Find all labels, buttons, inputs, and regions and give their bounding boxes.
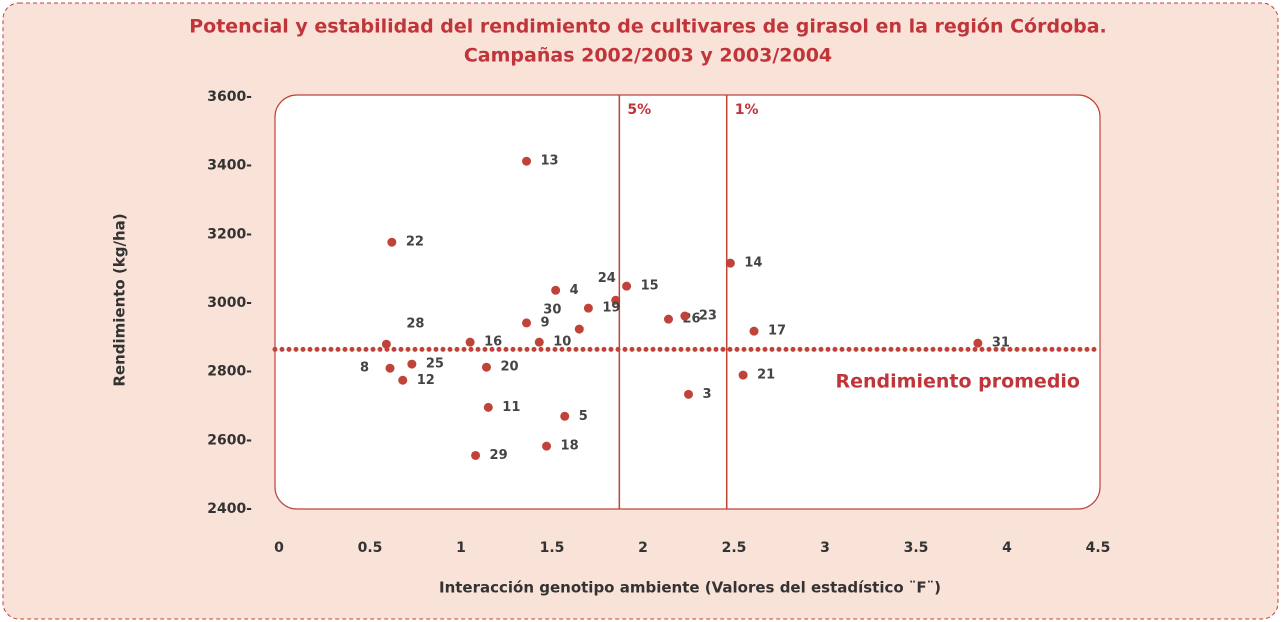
y-tick-label: 3200- <box>207 226 252 242</box>
point <box>680 311 690 321</box>
point <box>381 339 391 349</box>
point-label: 8 <box>360 361 369 376</box>
point-label: 28 <box>406 317 424 332</box>
point <box>483 402 493 412</box>
point-label: 14 <box>744 256 762 271</box>
point <box>471 450 481 460</box>
x-tick-label: 4 <box>1002 540 1012 556</box>
point-label: 31 <box>992 336 1010 351</box>
x-tick-label: 1.5 <box>540 540 565 556</box>
point <box>611 295 621 305</box>
x-tick-label: 1 <box>456 540 466 556</box>
point-label: 10 <box>553 335 571 350</box>
point <box>684 389 693 399</box>
mean-label: Rendimiento promedio <box>835 371 1080 393</box>
chart-subtitle: Campañas 2002/2003 y 2003/2004 <box>464 45 832 67</box>
point <box>574 324 584 334</box>
point <box>542 441 552 451</box>
point <box>385 363 395 373</box>
point <box>749 326 759 336</box>
x-axis-title: Interacción genotipo ambiente (Valores d… <box>439 579 941 597</box>
point-label: 13 <box>541 154 559 169</box>
point <box>738 370 748 380</box>
point <box>583 303 593 313</box>
point-label: 12 <box>417 373 435 388</box>
point-label: 18 <box>561 439 579 454</box>
point <box>725 258 735 268</box>
reference-label: 1% <box>735 102 759 118</box>
x-tick-label: 0.5 <box>358 540 383 556</box>
point-label: 25 <box>426 357 444 372</box>
x-tick-label: 4.5 <box>1086 540 1111 556</box>
point-label: 5 <box>579 409 588 424</box>
point-label: 30 <box>543 303 561 318</box>
y-tick-label: 3000- <box>207 295 252 311</box>
point <box>560 411 570 421</box>
x-tick-label: 3.5 <box>904 540 929 556</box>
y-axis-title: Rendimiento (kg/ha) <box>111 213 129 386</box>
reference-label: 5% <box>627 102 651 118</box>
y-tick-label: 3400- <box>207 158 252 174</box>
point-label: 20 <box>500 360 518 375</box>
point-label: 11 <box>502 400 520 415</box>
y-tick-label: 2400- <box>207 501 252 517</box>
point-label: 21 <box>757 368 775 383</box>
x-tick-label: 0 <box>274 540 284 556</box>
chart-title: Potencial y estabilidad del rendimiento … <box>189 16 1107 38</box>
x-tick-label: 3 <box>820 540 830 556</box>
point-label: 29 <box>490 448 508 463</box>
point <box>522 156 532 166</box>
point <box>973 338 983 348</box>
point-label: 23 <box>699 309 717 324</box>
point <box>663 314 673 324</box>
point <box>387 237 397 247</box>
y-tick-label: 3600- <box>207 89 252 105</box>
point <box>481 362 491 372</box>
point <box>622 281 632 291</box>
point <box>398 375 408 385</box>
point <box>534 337 544 347</box>
point <box>465 337 475 347</box>
point-label: 4 <box>570 283 579 298</box>
point-label: 17 <box>768 324 786 339</box>
point <box>522 318 532 328</box>
plot-area <box>274 94 1101 510</box>
y-tick-label: 2600- <box>207 432 252 448</box>
point-label: 15 <box>641 279 659 294</box>
point-label: 19 <box>602 301 620 316</box>
x-tick-label: 2 <box>638 540 648 556</box>
y-tick-label: 2800- <box>207 364 252 380</box>
point <box>407 359 417 369</box>
point <box>551 285 561 295</box>
point-label: 24 <box>598 271 616 286</box>
point-label: 3 <box>703 387 712 402</box>
point-label: 9 <box>541 315 550 330</box>
point-label: 22 <box>406 235 424 250</box>
point-label: 16 <box>484 335 502 350</box>
x-tick-label: 2.5 <box>722 540 747 556</box>
